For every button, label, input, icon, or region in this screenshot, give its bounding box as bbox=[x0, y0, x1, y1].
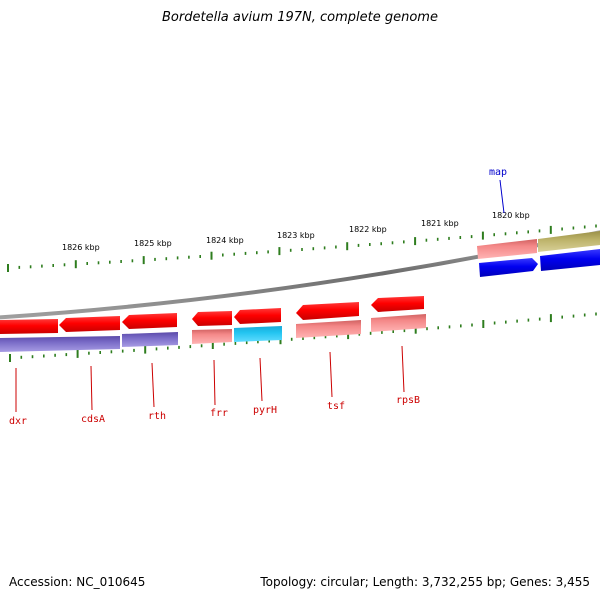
leader-map bbox=[499, 179, 505, 214]
lower-tick-track bbox=[9, 312, 597, 362]
gene-rpsB-arrow bbox=[371, 296, 424, 312]
gene-rpsB-rna bbox=[371, 314, 426, 332]
gene-label-pyrH: pyrH bbox=[253, 405, 277, 416]
leader-rpsB bbox=[401, 345, 405, 393]
scale-tick-labels: 1826 kbp 1825 kbp 1824 kbp 1823 kbp 1822… bbox=[62, 211, 530, 252]
tick-label-1821: 1821 kbp bbox=[421, 219, 459, 228]
tick-label-1824: 1824 kbp bbox=[206, 236, 244, 245]
tick-label-1823: 1823 kbp bbox=[277, 231, 315, 240]
forward-strand-track bbox=[477, 231, 600, 277]
gene-frr-arrow bbox=[192, 311, 232, 326]
gene-frr-rna bbox=[192, 329, 232, 344]
gene-labels: map dxr cdsA rth frr pyrH tsf rpsB bbox=[9, 167, 507, 427]
page-title: Bordetella avium 197N, complete genome bbox=[162, 10, 438, 25]
gene-cdsA-arrow bbox=[59, 316, 120, 332]
gene-label-frr: frr bbox=[210, 408, 228, 419]
gene-tsf-rna bbox=[296, 320, 361, 338]
gene-forward-arrow bbox=[540, 249, 600, 271]
gene-olive-feature bbox=[538, 231, 600, 252]
leader-rth bbox=[151, 362, 155, 408]
gene-map-rna bbox=[477, 239, 537, 259]
gene-label-map: map bbox=[489, 167, 507, 178]
gene-rth-arrow bbox=[122, 313, 177, 329]
gene-tsf-arrow bbox=[296, 302, 359, 320]
gene-rth-feature bbox=[122, 332, 178, 347]
leader-frr bbox=[213, 359, 216, 406]
tick-label-1826: 1826 kbp bbox=[62, 243, 100, 252]
gene-pyrH-feature bbox=[234, 326, 282, 342]
topology-summary: Topology: circular; Length: 3,732,255 bp… bbox=[260, 575, 590, 589]
gene-map-arrow bbox=[479, 258, 538, 277]
gene-leader-lines bbox=[15, 179, 505, 412]
tick-label-1820: 1820 kbp bbox=[492, 211, 530, 220]
gene-label-dxr: dxr bbox=[9, 416, 27, 427]
gene-label-tsf: tsf bbox=[327, 401, 345, 412]
gene-dxr-feature bbox=[0, 336, 120, 352]
upper-tick-track bbox=[7, 224, 597, 272]
leader-cdsA bbox=[90, 365, 93, 411]
tick-label-1825: 1825 kbp bbox=[134, 239, 172, 248]
gene-label-rth: rth bbox=[148, 411, 166, 422]
reverse-strand-track bbox=[0, 296, 426, 352]
leader-tsf bbox=[329, 351, 333, 398]
tick-label-1822: 1822 kbp bbox=[349, 225, 387, 234]
accession-label: Accession: NC_010645 bbox=[9, 575, 146, 589]
gene-label-rpsB: rpsB bbox=[396, 395, 420, 406]
gene-dxr-arrow bbox=[0, 319, 58, 334]
gene-pyrH-arrow bbox=[234, 308, 281, 324]
leader-pyrH bbox=[259, 357, 263, 402]
gene-label-cdsA: cdsA bbox=[81, 414, 105, 425]
